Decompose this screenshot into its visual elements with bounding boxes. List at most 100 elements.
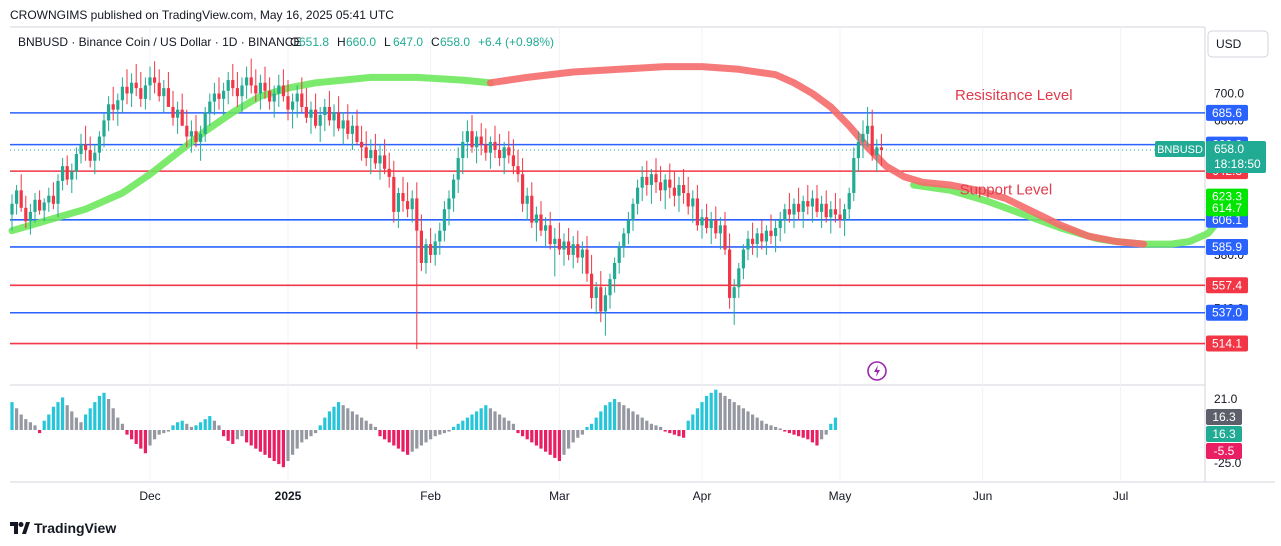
candle-body: [433, 241, 437, 255]
macd-histogram-bar: [548, 430, 552, 455]
candle-body: [327, 106, 331, 121]
macd-histogram-bar: [410, 430, 414, 452]
candle-body: [622, 233, 626, 247]
candle-body: [429, 244, 433, 255]
macd-histogram-bar: [102, 392, 106, 430]
macd-histogram-bar: [33, 425, 37, 430]
macd-histogram-bar: [659, 426, 663, 430]
macd-histogram-bar: [783, 430, 787, 432]
candle-body: [212, 93, 216, 102]
ma-band-bullish: [8, 73, 494, 235]
candle-body: [608, 279, 612, 296]
macd-histogram-bar: [576, 430, 580, 438]
macd-histogram-bar: [534, 430, 538, 446]
candle-body: [258, 82, 262, 94]
macd-histogram-bar: [65, 405, 69, 430]
macd-histogram-bar: [751, 414, 755, 430]
candle-body: [24, 207, 28, 222]
macd-histogram-bar: [212, 420, 216, 430]
level-price-tag: 537.0: [1212, 306, 1242, 320]
symbol-description: BNBUSD · Binance Coin / US Dollar · 1D ·…: [18, 35, 301, 49]
macd-histogram-bar: [318, 425, 322, 430]
macd-histogram-bar: [258, 430, 262, 452]
macd-histogram-bar: [364, 420, 368, 430]
macd-histogram-bar: [199, 422, 203, 430]
candle-body: [774, 228, 778, 237]
macd-histogram-bar: [521, 430, 525, 437]
candle-body: [613, 262, 617, 280]
macd-histogram-bar: [281, 430, 285, 468]
macd-histogram-bar: [493, 411, 497, 430]
macd-histogram-bar: [51, 406, 55, 430]
candle-body: [194, 131, 198, 142]
macd-histogram-bar: [166, 430, 170, 432]
candle-body: [875, 147, 879, 156]
candle-body: [576, 244, 580, 258]
candle-body: [723, 225, 727, 250]
candle-body: [51, 195, 55, 204]
candle-body: [84, 144, 88, 150]
macd-histogram-bar: [10, 402, 14, 430]
macd-histogram-bar: [465, 417, 469, 430]
candle-body: [539, 214, 543, 231]
candle-body: [415, 198, 419, 231]
candle-body: [341, 120, 345, 129]
candle-body: [801, 201, 805, 212]
x-tick-label: Mar: [549, 489, 570, 503]
macd-histogram-bar: [337, 402, 341, 430]
macd-histogram-bar: [640, 417, 644, 430]
candle-body: [254, 85, 258, 94]
candle-body: [189, 131, 193, 137]
x-tick-label: Dec: [139, 489, 160, 503]
macd-tag: 16.3: [1212, 427, 1236, 441]
macd-histogram-bar: [695, 408, 699, 430]
macd-histogram-bar: [833, 417, 837, 430]
candle-body: [843, 209, 847, 220]
macd-histogram-bar: [194, 425, 198, 430]
macd-histogram-bar: [553, 430, 557, 458]
candle-body: [553, 238, 557, 245]
macd-histogram-bar: [208, 416, 212, 430]
macd-histogram-bar: [590, 423, 594, 430]
macd-histogram-bar: [603, 405, 607, 430]
candle-body: [65, 166, 69, 180]
macd-histogram-bar: [70, 411, 74, 430]
candle-body: [705, 217, 709, 229]
candle-body: [360, 141, 364, 148]
macd-histogram-bar: [672, 430, 676, 435]
macd-histogram-bar: [682, 430, 686, 438]
price-tick-label: 700.0: [1214, 87, 1244, 101]
macd-histogram-bar: [350, 411, 354, 430]
candle-body: [686, 193, 690, 207]
level-price-tag: 557.4: [1212, 278, 1242, 292]
candle-body: [300, 93, 304, 107]
countdown-tag: 18:18:50: [1214, 157, 1261, 171]
candle-body: [870, 125, 874, 156]
macd-histogram-bar: [810, 430, 814, 443]
candle-body: [866, 125, 870, 134]
macd-histogram-bar: [392, 430, 396, 446]
lightning-icon: [874, 365, 880, 377]
candle-body: [714, 219, 718, 234]
macd-tag: 16.3: [1212, 410, 1236, 424]
macd-histogram-bar: [309, 430, 313, 437]
candle-body: [396, 193, 400, 212]
candle-body: [810, 198, 814, 207]
candle-body: [603, 295, 607, 312]
macd-histogram-bar: [360, 417, 364, 430]
ohlc-value: 660.0: [346, 35, 376, 49]
candle-body: [410, 198, 414, 210]
candle-body: [442, 209, 446, 231]
macd-tick-label: 21.0: [1214, 392, 1238, 406]
candle-body: [599, 287, 603, 312]
candle-body: [571, 244, 575, 255]
candle-body: [534, 214, 538, 223]
macd-histogram-bar: [217, 425, 221, 430]
macd-histogram-bar: [470, 414, 474, 430]
candle-body: [838, 214, 842, 220]
macd-histogram-bar: [231, 430, 235, 444]
macd-histogram-bar: [189, 426, 193, 430]
candle-body: [295, 93, 299, 102]
macd-histogram-bar: [475, 411, 479, 430]
